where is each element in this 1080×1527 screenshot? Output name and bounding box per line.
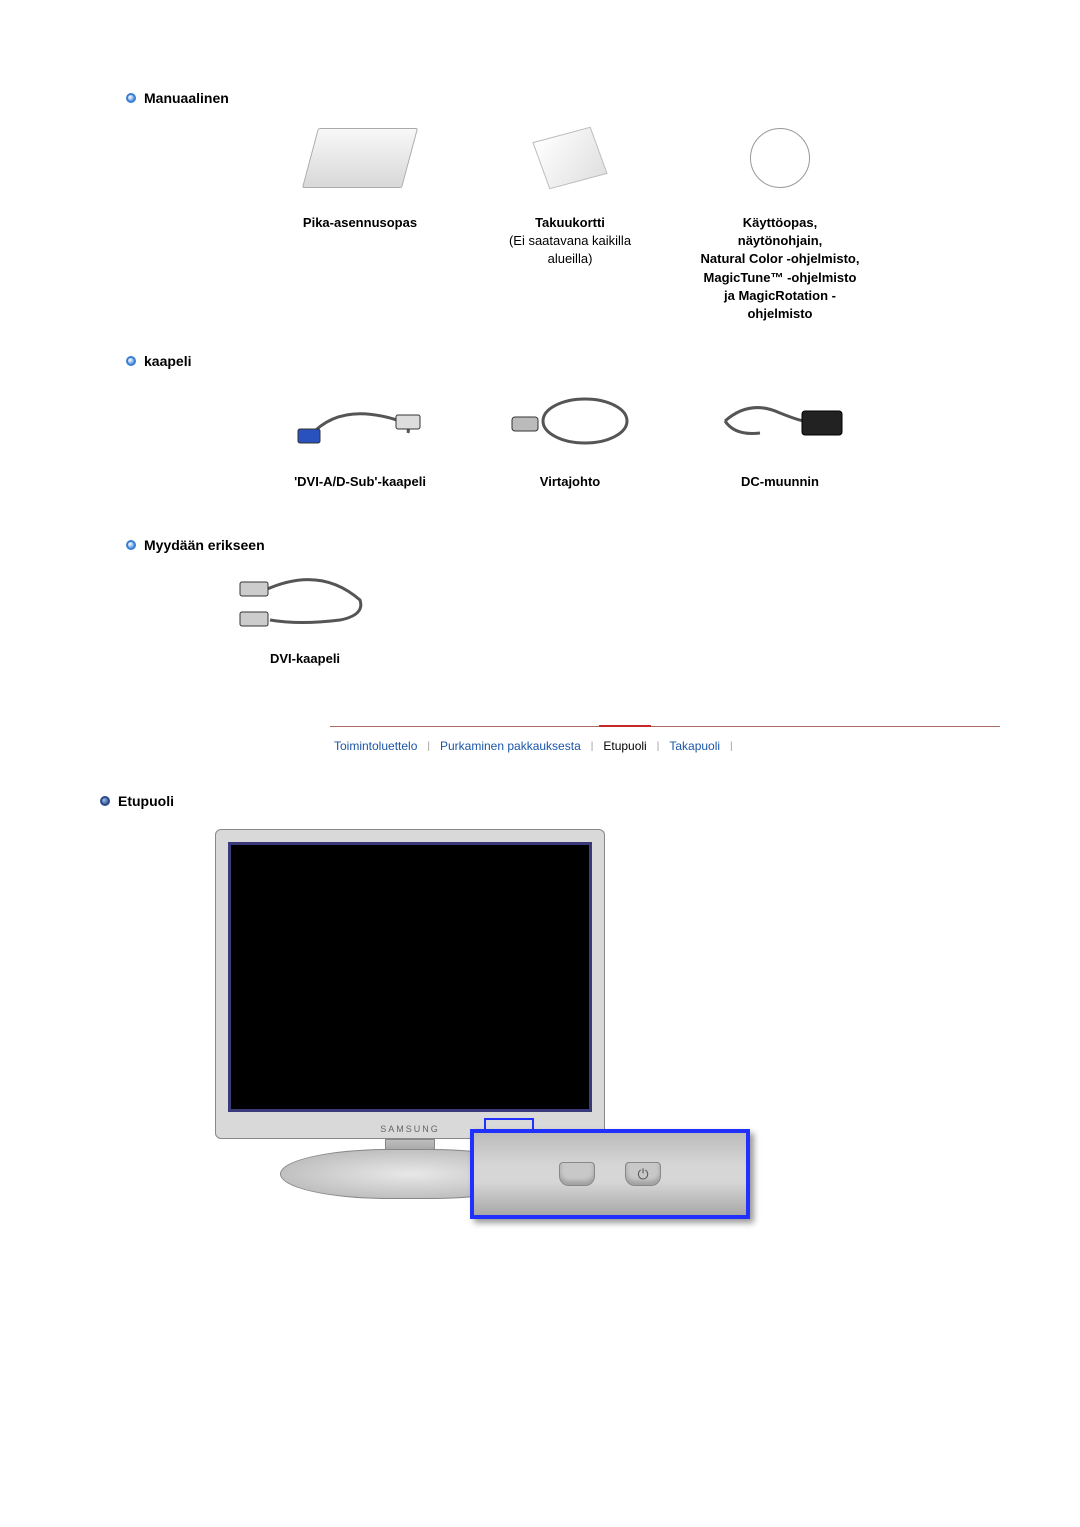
- dvi-cable-item: DVI-kaapeli: [200, 565, 410, 666]
- warranty-label-plain1: (Ei saatavana kaikilla: [509, 233, 631, 248]
- tab-bar: Toimintoluettelo | Purkaminen pakkaukses…: [330, 726, 1000, 753]
- monitor-power-button: [625, 1162, 661, 1186]
- cd-label-5: ja MagicRotation -: [724, 288, 836, 303]
- section-cable-title: kaapeli: [144, 353, 191, 369]
- cd-label-1: Käyttöopas,: [743, 215, 817, 230]
- monitor-screen: [228, 842, 592, 1112]
- cd-label-3: Natural Color -ohjelmisto,: [701, 251, 860, 266]
- tab-sep: |: [657, 741, 660, 752]
- manual-item-cd: [675, 118, 885, 198]
- dvi-cable-label: DVI-kaapeli: [200, 651, 410, 666]
- warranty-label-bold: Takuukortti: [535, 215, 605, 230]
- section-sold-separately-title: Myydään erikseen: [144, 537, 265, 553]
- manual-item-warranty: [465, 118, 675, 198]
- cd-label-2: näytönohjain,: [738, 233, 823, 248]
- cd-icon: [750, 128, 810, 188]
- manual-row: [140, 118, 1000, 198]
- cable-item-dc: [675, 381, 885, 461]
- manual-item-quickstart: [255, 118, 465, 198]
- power-cord-icon: [500, 391, 640, 451]
- bullet-icon: [126, 540, 136, 550]
- warranty-card-icon: [532, 127, 607, 190]
- power-cord-label: Virtajohto: [540, 474, 600, 489]
- dc-adapter-label: DC-muunnin: [741, 474, 819, 489]
- tab-sep: |: [730, 741, 733, 752]
- warranty-label-plain2: alueilla): [548, 251, 593, 266]
- monitor-front-figure: SAMSUNG: [200, 829, 620, 1199]
- section-manual-title: Manuaalinen: [144, 90, 229, 106]
- monitor-bezel: SAMSUNG: [215, 829, 605, 1139]
- manual-booklet-icon: [302, 128, 418, 188]
- monitor-zoom-panel: [470, 1129, 750, 1219]
- tab-toimintoluettelo[interactable]: Toimintoluettelo: [330, 739, 421, 753]
- cd-label-6: ohjelmisto: [747, 306, 812, 321]
- tab-takapuoli[interactable]: Takapuoli: [665, 739, 724, 753]
- tab-purkaminen[interactable]: Purkaminen pakkauksesta: [436, 739, 585, 753]
- dvi-dsub-cable-icon: [290, 391, 430, 451]
- monitor-menu-button: [559, 1162, 595, 1186]
- dc-adapter-icon: [710, 391, 850, 451]
- tab-etupuoli[interactable]: Etupuoli: [599, 725, 650, 753]
- cable-item-power: [465, 381, 675, 461]
- bullet-icon: [100, 796, 110, 806]
- cable-row: [140, 381, 1000, 461]
- bullet-icon: [126, 93, 136, 103]
- dvi-cable-icon: [230, 570, 380, 640]
- bullet-icon: [126, 356, 136, 366]
- cable-item-dvi-dsub: [255, 381, 465, 461]
- tab-sep: |: [591, 741, 594, 752]
- dvi-dsub-label: 'DVI-A/D-Sub'-kaapeli: [294, 474, 426, 489]
- tab-sep: |: [427, 741, 430, 752]
- section-front-title: Etupuoli: [118, 793, 174, 809]
- cd-label-4: MagicTune™ -ohjelmisto: [704, 270, 857, 285]
- quickstart-label: Pika-asennusopas: [303, 215, 417, 230]
